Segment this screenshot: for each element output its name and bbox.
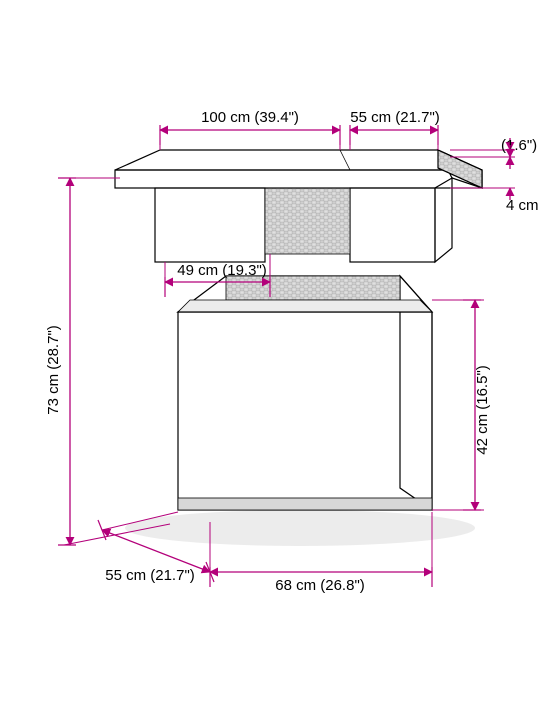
diagram-stage: { "canvas": { "w": 540, "h": 720, "bg": … [0, 0, 540, 720]
dim-label: (1.6") [501, 137, 537, 154]
furniture-object [115, 150, 482, 546]
dim-label: 55 cm (21.7") [350, 109, 440, 126]
dim-label: 42 cm (16.5") [474, 365, 491, 455]
dim-label: 4 cm [506, 197, 539, 214]
dim-label: 55 cm (21.7") [105, 567, 195, 584]
dim-label: 68 cm (26.8") [275, 577, 365, 594]
diagram-svg: 100 cm (39.4") 55 cm (21.7") (1.6") 4 cm 49 … [0, 0, 540, 720]
dim-label: 100 cm (39.4") [201, 109, 299, 126]
dim-label: 73 cm (28.7") [45, 325, 62, 415]
dim-label: 49 cm (19.3") [177, 262, 267, 279]
